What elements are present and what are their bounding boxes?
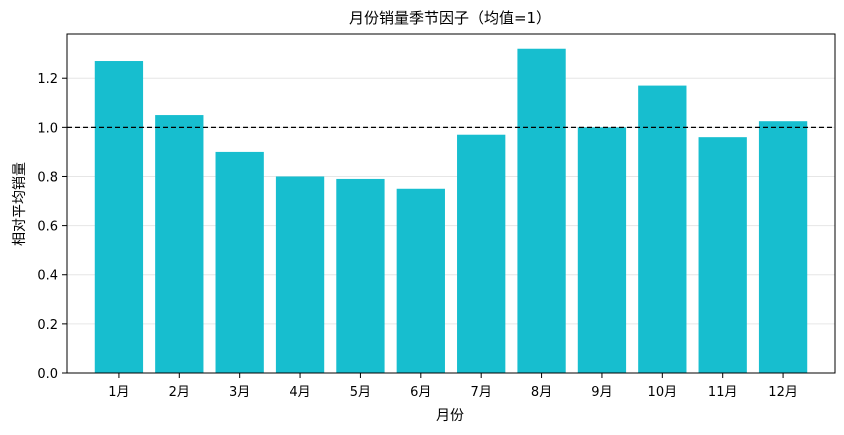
x-tick-label: 10月 — [648, 385, 678, 400]
bar — [577, 127, 627, 373]
y-axis-title: 相对平均销量 — [12, 162, 28, 246]
bar — [457, 134, 506, 373]
plot-frame — [66, 33, 836, 374]
bar — [758, 121, 808, 374]
y-tick-label: 0.6 — [37, 220, 58, 235]
x-tick-label: 4月 — [289, 385, 310, 400]
x-tick-label: 5月 — [350, 385, 371, 400]
y-tick-label: 1.0 — [37, 121, 58, 136]
bar — [94, 61, 144, 374]
x-tick-label: 2月 — [169, 385, 190, 400]
x-tick-label: 1月 — [108, 385, 129, 400]
x-axis-title: 月份 — [436, 408, 464, 424]
bar — [396, 188, 445, 373]
x-axis: 1月 2月 3月 4月 5月 6月 7月 8月 9月 10月 11月 12月 — [108, 373, 798, 400]
x-tick-label: 8月 — [531, 385, 552, 400]
x-tick-label: 11月 — [708, 385, 738, 400]
x-tick-label: 3月 — [229, 385, 250, 400]
x-tick-label: 9月 — [591, 385, 612, 400]
y-tick-label: 0.2 — [37, 318, 58, 333]
y-tick-label: 0.0 — [37, 367, 58, 382]
y-tick-label: 1.2 — [37, 72, 58, 87]
bar — [638, 85, 687, 373]
x-tick-label: 7月 — [471, 385, 492, 400]
bar — [517, 48, 566, 373]
y-tick-label: 0.8 — [37, 170, 58, 185]
y-tick-label: 0.4 — [37, 269, 58, 284]
x-tick-label: 6月 — [410, 385, 431, 400]
x-tick-label: 12月 — [768, 385, 798, 400]
y-axis: 0.0 0.2 0.4 0.6 0.8 1.0 1.2 — [37, 72, 67, 382]
bar — [698, 137, 747, 373]
chart-title: 月份销量季节因子（均值=1） — [349, 9, 551, 27]
bar — [155, 115, 204, 373]
bars — [94, 48, 808, 374]
bar — [215, 151, 264, 373]
bar — [336, 178, 385, 373]
bar — [275, 176, 325, 373]
